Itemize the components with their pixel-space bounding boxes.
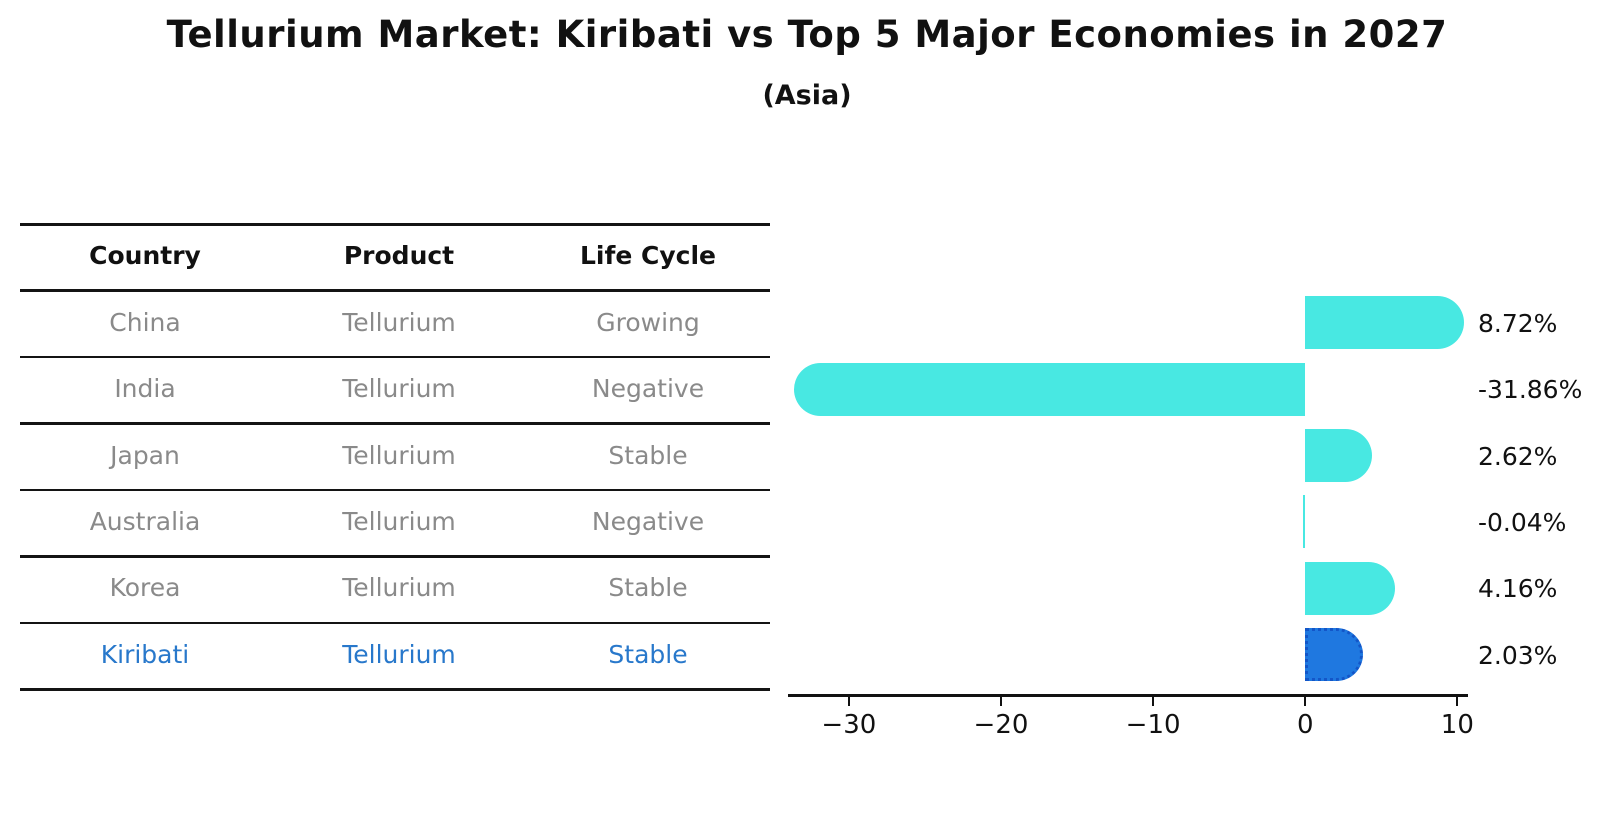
table-cell-kiribati-product: Tellurium (342, 639, 456, 669)
table-divider (20, 488, 770, 492)
table-divider (20, 621, 770, 625)
table-cell-japan-country: Japan (110, 440, 180, 470)
table-cell-china-life-cycle: Growing (596, 307, 700, 337)
table-cell-japan-life-cycle: Stable (608, 440, 688, 470)
table-cell-korea-product: Tellurium (342, 573, 456, 603)
value-label-japan: 2.62% (1478, 441, 1558, 471)
table-cell-japan-product: Tellurium (342, 440, 456, 470)
table-cell-kiribati-life-cycle: Stable (608, 639, 688, 669)
table-divider (20, 355, 770, 359)
table-cell-india-life-cycle: Negative (591, 374, 705, 404)
table-cell-australia-life-cycle: Negative (591, 506, 705, 536)
table-cell-australia-country: Australia (89, 506, 201, 536)
table-cell-kiribati-country: Kiribati (100, 639, 190, 669)
x-tick-label-10: 10 (1440, 710, 1474, 740)
table-divider (20, 289, 770, 292)
bar-japan (1305, 429, 1372, 482)
table-header-country: Country (89, 241, 201, 271)
x-axis-line (788, 694, 1468, 697)
x-tick--10 (1152, 697, 1155, 706)
value-label-australia: -0.04% (1478, 507, 1567, 537)
x-tick--20 (999, 697, 1002, 706)
table-cell-korea-life-cycle: Stable (608, 573, 688, 603)
value-label-india: -31.86% (1478, 375, 1583, 405)
bar-korea (1305, 561, 1395, 615)
x-tick-label--30: −30 (821, 710, 877, 740)
bar-india (794, 362, 1306, 416)
value-label-kiribati: 2.03% (1478, 640, 1558, 670)
value-label-china: 8.72% (1478, 308, 1558, 338)
table-cell-india-country: India (114, 374, 176, 404)
bar-kiribati (1305, 628, 1363, 682)
x-tick-10 (1456, 697, 1459, 706)
table-divider (20, 555, 770, 558)
table-cell-australia-product: Tellurium (342, 506, 456, 536)
x-tick-label--10: −10 (1125, 710, 1181, 740)
table-cell-korea-country: Korea (109, 573, 181, 603)
value-label-korea: 4.16% (1478, 574, 1558, 604)
table-divider (20, 223, 770, 226)
table-divider (20, 422, 770, 425)
bar-australia (1303, 495, 1306, 549)
table-header-life-cycle: Life Cycle (579, 241, 717, 271)
bar-china (1305, 296, 1465, 350)
chart-subtitle: (Asia) (762, 80, 852, 111)
x-tick-label-0: 0 (1296, 710, 1314, 740)
chart-title: Tellurium Market: Kiribati vs Top 5 Majo… (166, 13, 1448, 56)
table-header-product: Product (343, 241, 455, 271)
table-cell-china-country: China (109, 307, 181, 337)
table-divider (20, 688, 770, 691)
table-cell-india-product: Tellurium (342, 374, 456, 404)
x-tick-0 (1304, 697, 1307, 706)
table-cell-china-product: Tellurium (342, 307, 456, 337)
x-tick--30 (847, 697, 850, 706)
x-tick-label--20: −20 (973, 710, 1029, 740)
